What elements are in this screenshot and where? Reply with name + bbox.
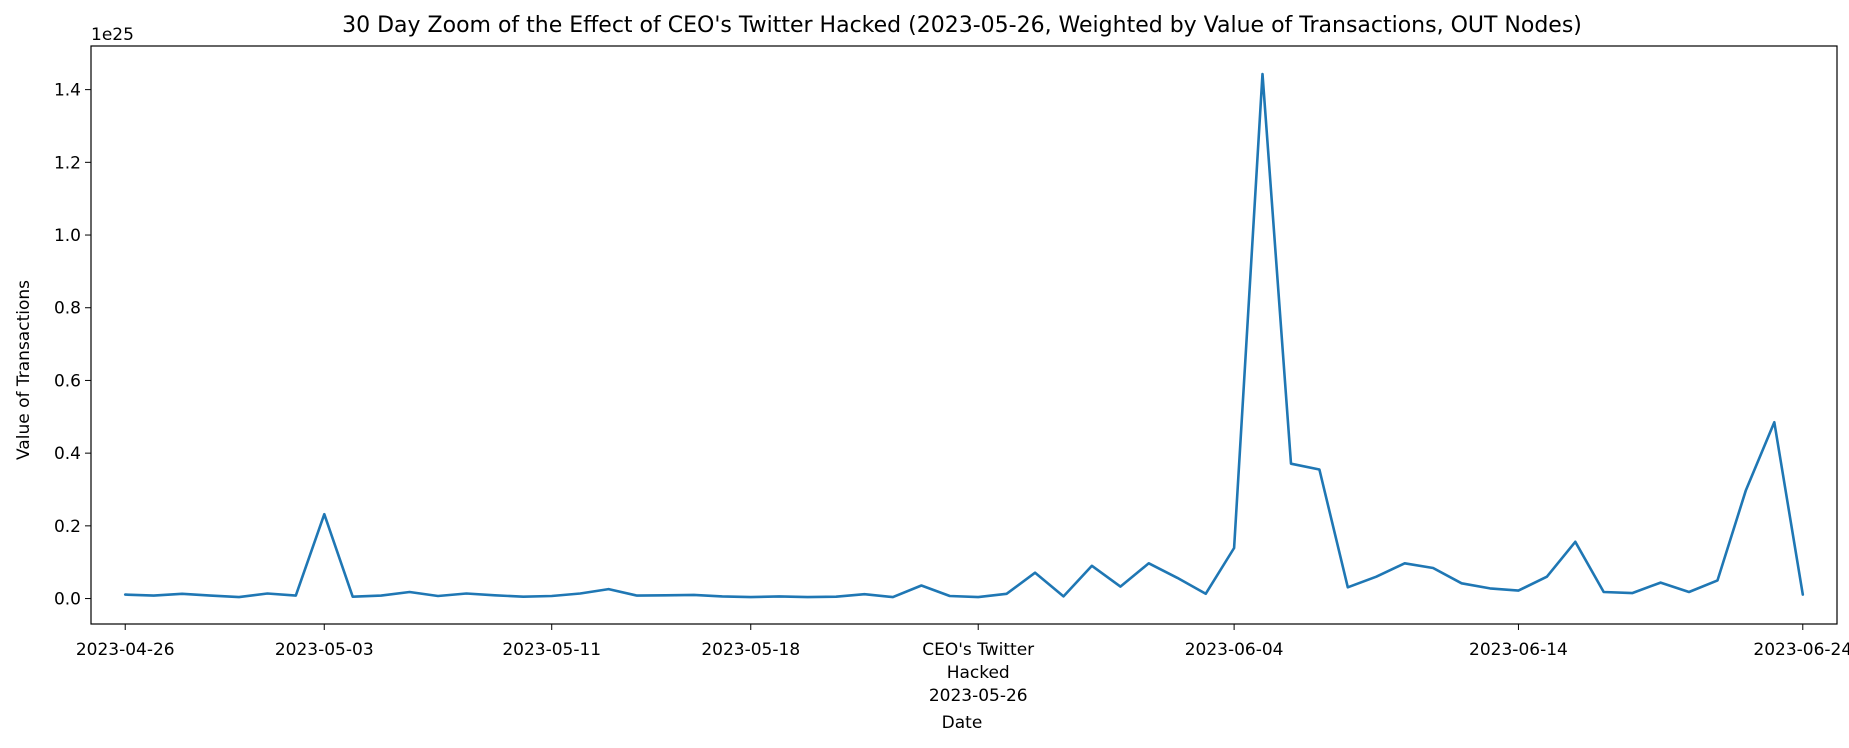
y-tick-label: 1.2 [54,153,81,173]
event-label-line1: CEO's Twitter [922,640,1034,660]
x-tick-label: 2023-05-18 [701,640,800,660]
series-line [123,72,1805,599]
x-tick-label: 2023-05-11 [502,640,601,660]
x-tick-label: 2023-06-24 [1753,640,1849,660]
series-group [123,72,1805,599]
x-tick-label: 2023-05-26 [929,686,1028,706]
x-ticks: 2023-04-26 2023-05-03 2023-05-11 2023-05-18… [76,624,1849,706]
y-tick-label: 1.0 [54,226,81,246]
x-tick-label: 2023-06-04 [1185,640,1284,660]
y-axis-label: Value of Transactions [14,280,34,460]
y-ticks: 0.0 0.2 0.4 0.6 0.8 1.0 1.2 1.4 [54,81,91,610]
y-tick-label: 0.0 [54,590,81,610]
y-tick-label: 0.8 [54,299,81,319]
x-tick-label: 2023-05-03 [275,640,374,660]
event-label-line2: Hacked [947,663,1010,683]
y-tick-label: 0.2 [54,517,81,537]
y-tick-label: 1.4 [54,81,81,101]
x-tick-label: 2023-06-14 [1469,640,1568,660]
x-tick-label: 2023-04-26 [76,640,175,660]
y-scale-label: 1e25 [91,25,134,45]
chart-title: 30 Day Zoom of the Effect of CEO's Twitt… [342,13,1582,38]
x-axis-label: Date [942,713,983,733]
plot-frame [90,45,1838,625]
y-tick-label: 0.6 [54,371,81,391]
y-tick-label: 0.4 [54,444,81,464]
